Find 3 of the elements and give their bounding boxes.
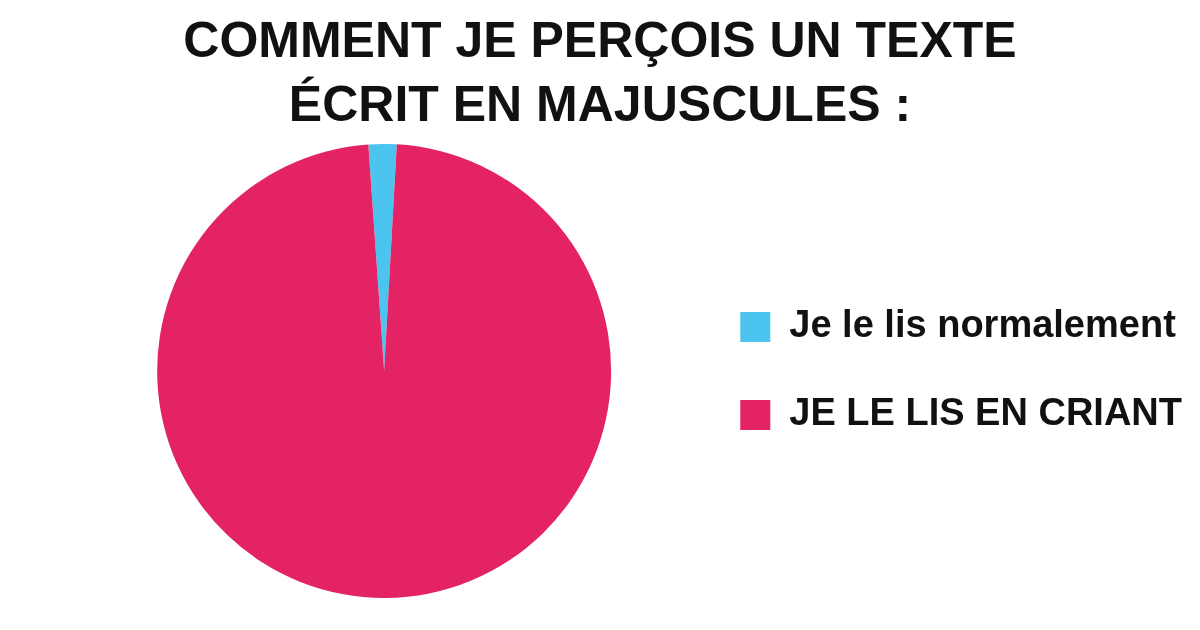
legend-label: JE LE LIS EN CRIANT bbox=[789, 391, 1183, 434]
legend-label: Je le lis normalement bbox=[789, 303, 1177, 346]
chart-title: COMMENT JE PERÇOIS UN TEXTE ÉCRIT EN MAJUSCULES : bbox=[182, 11, 1018, 134]
